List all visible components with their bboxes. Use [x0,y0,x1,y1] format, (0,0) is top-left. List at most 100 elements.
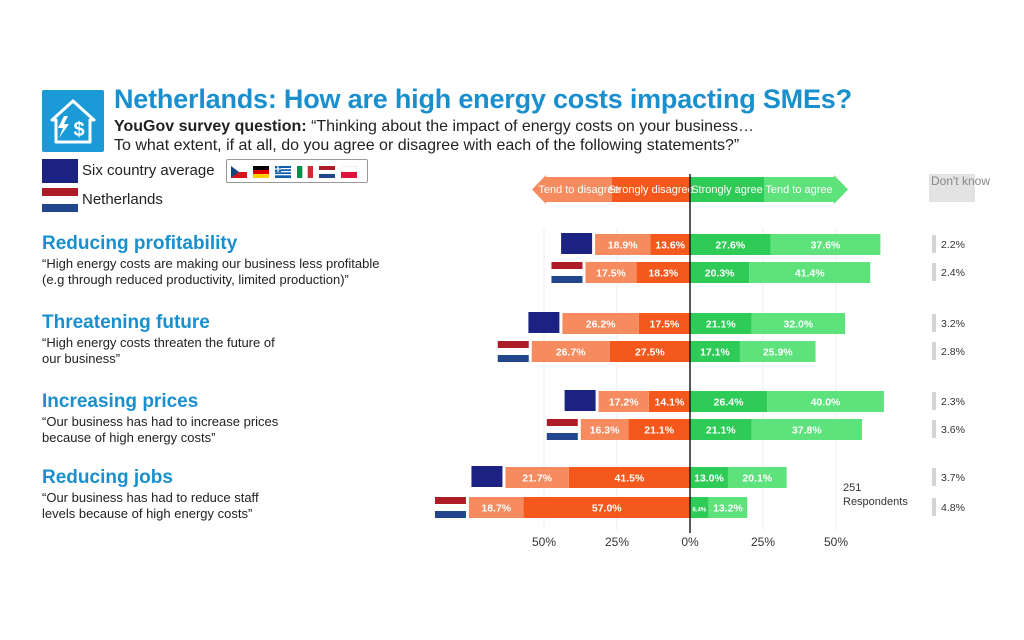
nl-flag-blue [546,433,578,440]
label-tend-agree: 40.0% [811,397,841,409]
bar-dont-know [932,498,936,516]
czech-flag-icon [231,165,247,178]
page-title: Netherlands: How are high energy costs i… [114,84,852,114]
legend-average-label: Six country average [82,162,215,179]
average-marker [564,390,596,411]
category-desc-profitability-2: (e.g through reduced productivity, limit… [42,272,349,287]
label-dont-know: 2.4% [941,267,965,279]
germany-flag-icon [253,165,269,178]
label-strongly-agree: 27.6% [715,240,745,252]
header-dont-know [929,174,975,202]
bar-tend-disagree [595,234,651,255]
bar-dont-know [932,420,936,438]
header-strongly-disagree [612,177,690,202]
bar-strongly-disagree [638,313,690,334]
label-strongly-disagree: 17.5% [650,319,680,331]
category-desc-jobs-1: “Our business has had to reduce staff [42,490,259,505]
house-lightning-dollar-icon: $ [42,90,104,152]
nl-flag-red [497,341,529,348]
bar-tend-agree [770,234,881,255]
label-tend-disagree: 17.2% [609,397,639,409]
nl-flag-red [546,419,578,426]
bar-tend-agree [751,419,862,440]
bar-strongly-disagree [650,234,690,255]
bar-strongly-agree [690,419,752,440]
arrow-left-icon [532,175,546,204]
header-tend-disagree [546,177,612,202]
bar-strongly-disagree [568,467,690,488]
bar-dont-know [932,392,936,410]
bar-tend-agree [749,262,871,283]
label-strongly-disagree: 13.6% [655,240,685,252]
bar-tend-disagree [505,467,569,488]
category-desc-future-1: “High energy costs threaten the future o… [42,335,275,350]
label-dont-know: 2.3% [941,396,965,408]
bar-strongly-disagree [636,262,690,283]
nl-flag-blue [551,276,583,283]
label-tend-disagree: 18.9% [608,240,638,252]
category-desc-prices-1: “Our business has had to increase prices [42,414,279,429]
respondents-label: Respondents [843,496,908,508]
nl-flag-white [546,426,578,433]
bar-dont-know [932,342,936,360]
bar-dont-know [932,263,936,281]
header-strongly-agree [690,177,764,202]
bar-strongly-agree [690,467,728,488]
x-tick-label: 0% [681,535,699,549]
label-tend-disagree: 18.7% [481,503,511,515]
bar-tend-disagree [562,313,639,334]
category-desc-jobs-2: levels because of high energy costs” [42,506,253,521]
header-label-strongly-disagree: Strongly disagree [608,184,694,196]
bar-dont-know [932,235,936,253]
label-dont-know: 3.7% [941,472,965,484]
label-strongly-agree: 26.4% [714,397,744,409]
bar-tend-agree [727,467,787,488]
survey-question-label: YouGov survey question: [114,118,307,135]
nl-flag-blue [434,511,466,518]
bar-tend-disagree [585,262,637,283]
label-tend-disagree: 26.2% [586,319,616,331]
header-label-tend-agree: Tend to agree [765,184,832,196]
bar-tend-disagree [531,341,610,362]
label-strongly-agree: 17.1% [700,347,730,359]
header-label-tend-disagree: Tend to disagree [538,184,619,196]
label-tend-disagree: 16.3% [590,425,620,437]
survey-question-line1: YouGov survey question: “Thinking about … [114,118,754,136]
label-strongly-disagree: 14.1% [655,397,685,409]
label-dont-know: 4.8% [941,502,965,514]
bar-tend-agree [739,341,816,362]
nl-flag-white [434,504,466,511]
label-tend-disagree: 17.5% [596,268,626,280]
average-marker [528,312,560,333]
nl-flag-red [551,262,583,269]
category-desc-future-2: our business” [42,351,121,366]
label-dont-know: 3.2% [941,318,965,330]
nl-flag-white [497,348,529,355]
bar-strongly-agree [690,262,750,283]
average-marker [471,466,503,487]
x-tick-label: 25% [751,535,775,549]
netherlands-flag-icon [42,188,78,212]
average-swatch [42,159,78,183]
bar-strongly-disagree [628,419,690,440]
bar-tend-agree [751,313,846,334]
label-strongly-agree: 6.4% [693,508,707,514]
category-desc-prices-2: because of high energy costs” [42,430,216,445]
label-strongly-disagree: 27.5% [635,347,665,359]
x-tick-label: 50% [532,535,556,549]
header-label-strongly-agree: Strongly agree [691,184,763,196]
label-tend-agree: 32.0% [783,319,813,331]
label-tend-agree: 25.9% [763,347,793,359]
label-strongly-disagree: 21.1% [644,425,674,437]
svg-text:$: $ [73,119,84,141]
bar-strongly-disagree [648,391,690,412]
bar-tend-disagree [468,497,524,518]
bar-strongly-agree [690,234,771,255]
label-tend-agree: 37.6% [811,240,841,252]
nl-flag-red [434,497,466,504]
bar-strongly-agree [690,391,768,412]
country-flags-box [226,159,368,183]
arrow-right-icon [834,175,848,204]
category-title-future: Threatening future [42,312,210,333]
label-tend-disagree: 21.7% [522,473,552,485]
